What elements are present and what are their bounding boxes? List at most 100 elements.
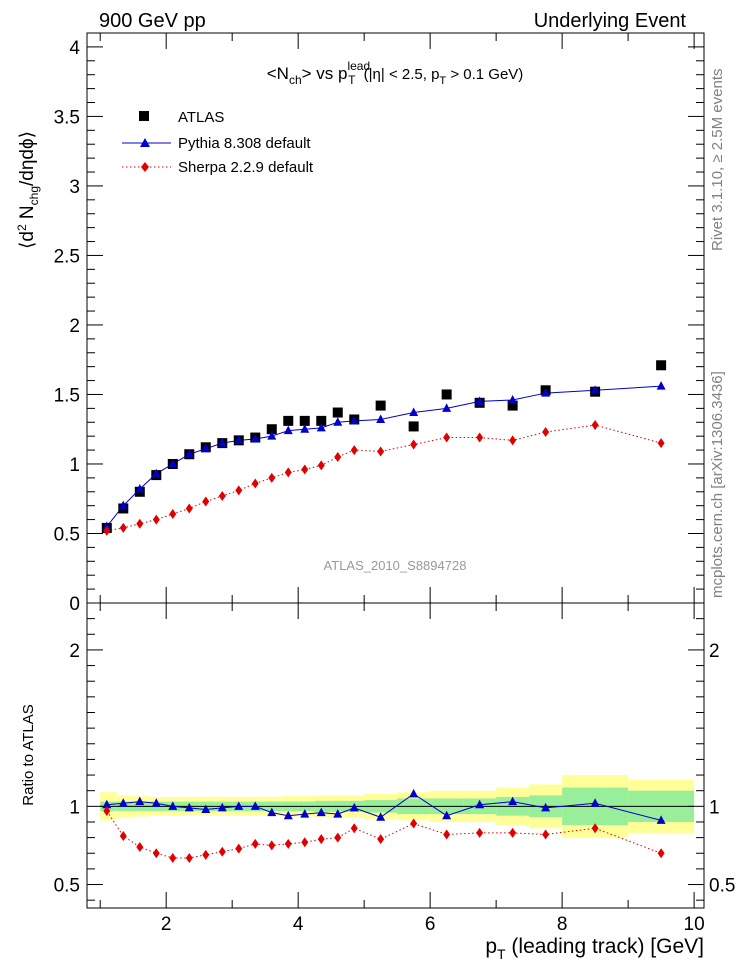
ratio-pythia-point <box>234 801 244 810</box>
analysis-watermark: ATLAS_2010_S8894728 <box>324 558 467 573</box>
atlas-point <box>441 389 452 400</box>
legend-label-atlas: ATLAS <box>178 109 224 126</box>
pythia-point <box>250 433 260 443</box>
sherpa-point <box>317 460 325 471</box>
sherpa-point <box>152 514 160 525</box>
ratio-pythia-point <box>590 798 600 807</box>
sherpa-point <box>301 464 309 475</box>
atlas-point <box>316 415 327 426</box>
sherpa-point <box>202 496 210 507</box>
atlas-point <box>299 415 310 426</box>
sherpa-point <box>443 432 451 443</box>
ratio-pythia-point <box>201 804 211 813</box>
atlas-point <box>656 360 667 371</box>
atlas-point <box>408 421 419 432</box>
ratio-sherpa-point <box>119 831 127 842</box>
pythia-point <box>442 403 452 412</box>
ratio-pythia-point <box>184 802 194 812</box>
ratio-pythia-point <box>409 788 419 798</box>
pythia-point <box>300 424 310 433</box>
atlas-point <box>332 407 343 418</box>
ratio-sherpa-point <box>136 842 144 852</box>
sherpa-point <box>119 522 127 533</box>
ratio-y-tick-label: 1 <box>69 797 80 818</box>
legend-marker-sherpa <box>141 162 149 172</box>
x-tick-label: 6 <box>425 914 436 935</box>
ratio-pythia-point <box>349 802 359 812</box>
sherpa-point <box>218 490 226 501</box>
sherpa-point <box>410 439 418 450</box>
ratio-sherpa-point <box>410 818 418 829</box>
ratio-pythia-line <box>106 793 662 821</box>
ratio-pythia-point <box>333 809 343 818</box>
pythia-point <box>283 425 293 435</box>
sherpa-point <box>591 420 599 431</box>
ratio-pythia-point <box>541 802 551 812</box>
legend: ATLAS Pythia 8.308 default Sherpa 2.2.9 … <box>122 109 314 176</box>
ratio-sherpa-point <box>509 827 517 838</box>
header-right: Underlying Event <box>534 10 687 32</box>
ratio-sherpa-point <box>218 846 226 857</box>
mcplots-label: mcplots.cern.ch [arXiv:1306.3436] <box>709 371 726 598</box>
sherpa-point <box>185 503 193 514</box>
ratio-y-tick-label: 0.5 <box>54 876 80 897</box>
ratio-y-label: Ratio to ATLAS <box>20 704 37 805</box>
atlas-point <box>266 424 277 435</box>
sherpa-point <box>268 472 276 483</box>
main-panel: 0 0.5 1 1.5 2 2.5 3 3.5 4 <Nch> vs plead T (|η| <… <box>15 32 705 615</box>
sherpa-point <box>284 467 292 478</box>
sherpa-point <box>542 427 550 437</box>
legend-marker-pythia <box>140 138 150 147</box>
pythia-point <box>201 443 211 453</box>
pythia-point <box>376 414 386 423</box>
x-tick-label: 10 <box>684 914 705 935</box>
ratio-sherpa-point <box>443 829 451 840</box>
ratio-pythia-point <box>283 810 293 820</box>
ratio-sherpa-point <box>251 838 259 849</box>
ratio-sherpa-point <box>301 837 309 848</box>
ratio-pythia-point <box>168 801 178 810</box>
main-y-tick-label: 0 <box>69 594 80 615</box>
pythia-point <box>168 458 178 468</box>
pythia-point <box>135 484 145 493</box>
ratio-pythia-point <box>102 799 112 809</box>
main-y-tick-label: 1 <box>69 455 80 476</box>
ratio-pythia-point <box>267 807 277 817</box>
pythia-point <box>541 388 551 397</box>
ratio-pythia-point <box>135 796 145 806</box>
pythia-point <box>234 435 244 444</box>
ratio-sherpa-point <box>657 848 665 859</box>
ratio-sherpa-point <box>591 823 599 834</box>
pythia-point <box>316 422 326 432</box>
ratio-sherpa-line <box>106 810 662 859</box>
sherpa-point <box>377 446 385 457</box>
ratio-pythia-point <box>475 799 485 809</box>
sherpa-point <box>235 485 243 496</box>
atlas-point <box>507 400 518 411</box>
ratio-pythia-point <box>217 802 227 812</box>
ratio-sherpa-point <box>334 832 342 843</box>
x-tick-label: 2 <box>161 914 172 935</box>
ratio-sherpa-point <box>202 849 210 860</box>
main-y-tick-label: 4 <box>69 38 80 59</box>
x-tick-label: 8 <box>557 914 568 935</box>
ratio-sherpa-point <box>284 838 292 849</box>
atlas-point <box>283 415 294 426</box>
sherpa-point <box>334 452 342 463</box>
pythia-point <box>475 396 485 405</box>
ratio-sherpa-point <box>185 852 193 863</box>
ratio-pythia-point <box>300 809 310 818</box>
sherpa-point <box>350 445 358 456</box>
sherpa-point <box>136 518 144 529</box>
ratio-sherpa-point <box>542 829 550 840</box>
rivet-version-label: Rivet 3.1.10, ≥ 2.5M events <box>709 69 726 252</box>
main-y-tick-label: 2 <box>69 316 80 337</box>
ratio-sherpa-point <box>350 823 358 834</box>
ratio-sherpa-point <box>476 827 484 838</box>
ratio-y-tick-label-right: 0.5 <box>709 876 735 897</box>
main-title: <Nch> vs plead T (|η| < 2.5, pT > 0.1 GeV… <box>267 59 524 87</box>
pythia-point <box>267 431 277 440</box>
ratio-sherpa-point <box>152 848 160 859</box>
ratio-sherpa-point <box>268 840 276 851</box>
main-y-tick-label: 2.5 <box>54 246 80 267</box>
